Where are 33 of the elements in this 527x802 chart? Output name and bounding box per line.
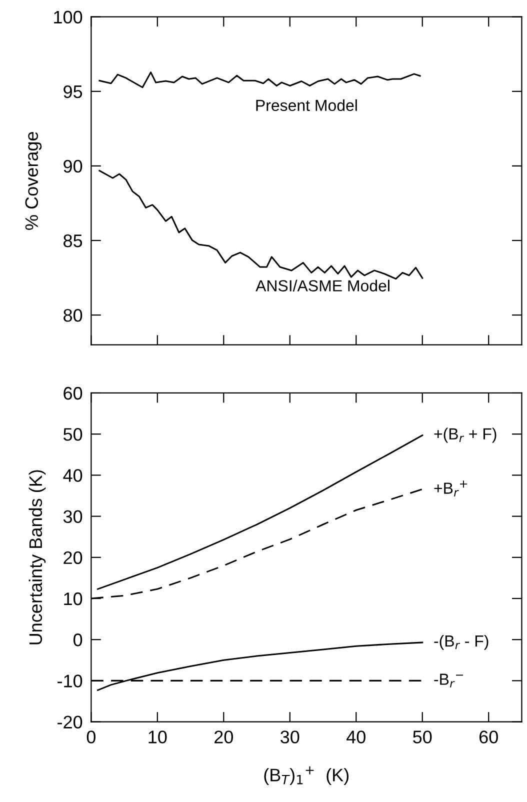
y-tick-label: 80 bbox=[64, 308, 82, 322]
x-tick-label: 50 bbox=[413, 730, 432, 744]
annotation: Present Model bbox=[256, 99, 357, 112]
y-tick-label: -10 bbox=[58, 674, 82, 688]
y-axis-title: % Coverage bbox=[25, 132, 42, 230]
x-tick-label: 0 bbox=[86, 730, 96, 744]
x-tick-label: 10 bbox=[148, 730, 167, 744]
line-series bbox=[98, 170, 424, 280]
y-tick-label: 10 bbox=[64, 592, 82, 606]
y-axis-title: Uncertainty Bands (K) bbox=[28, 470, 46, 644]
annotation: +(B$_{r}$ + F) bbox=[434, 428, 496, 443]
y-tick-label: 60 bbox=[64, 386, 82, 400]
annotation: ANSI/ASME Model bbox=[256, 280, 390, 292]
annotation: -B$_{r}$$^{−}$ bbox=[434, 674, 463, 688]
y-tick-label: 95 bbox=[64, 85, 82, 98]
y-tick-label: 85 bbox=[64, 234, 82, 248]
annotation: -(B$_{r}$ - F) bbox=[434, 634, 488, 650]
y-tick-label: 0 bbox=[74, 634, 82, 646]
x-tick-label: 30 bbox=[280, 730, 300, 744]
x-axis-title: (B$_{T}$)$_{1}$$^{+}$ (K) bbox=[264, 766, 349, 785]
x-tick-label: 60 bbox=[479, 730, 498, 744]
x-tick-label: 20 bbox=[214, 730, 233, 744]
y-tick-label: 50 bbox=[63, 428, 82, 441]
annotation: +B$_{r}$$^{+}$ bbox=[434, 480, 467, 496]
y-tick-label: 90 bbox=[64, 160, 82, 173]
y-tick-label: -20 bbox=[58, 716, 82, 729]
x-tick-label: 40 bbox=[346, 730, 366, 744]
y-tick-label: 30 bbox=[63, 510, 82, 524]
y-tick-label: 20 bbox=[64, 551, 82, 564]
line-series bbox=[98, 72, 421, 88]
y-tick-label: 100 bbox=[54, 10, 82, 24]
y-tick-label: 40 bbox=[63, 469, 82, 482]
line-series bbox=[97, 434, 424, 590]
